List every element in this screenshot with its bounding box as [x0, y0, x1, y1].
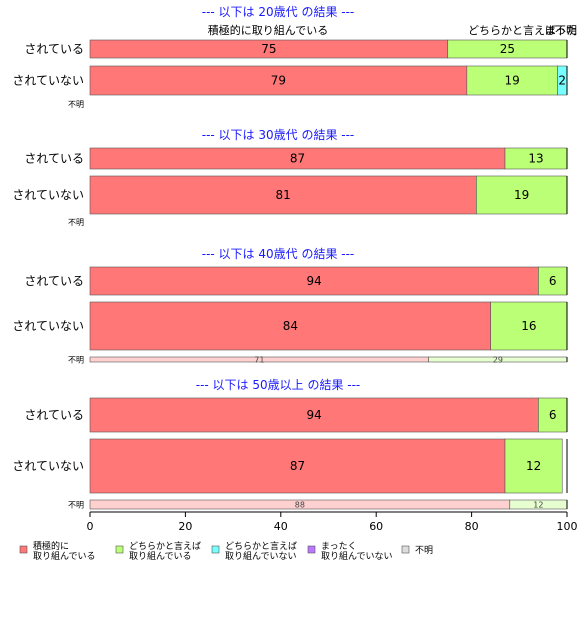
legend-label: 取り組んでいる	[129, 550, 192, 562]
data-label: 75	[261, 42, 276, 56]
row-label: されていない	[12, 188, 84, 202]
panel-title: --- 以下は 20歳代 の結果 ---	[202, 5, 355, 19]
data-label: 6	[549, 408, 557, 422]
data-label: 13	[528, 152, 543, 166]
bar-segment	[538, 266, 568, 296]
data-label: 6	[549, 274, 557, 288]
legend-label: まったく	[321, 541, 357, 552]
x-tick-label: 20	[178, 520, 192, 533]
data-label: 88	[295, 501, 305, 510]
bar-segment	[466, 65, 558, 96]
bar-segment	[89, 397, 539, 433]
data-label: 94	[307, 408, 322, 422]
row-label: されている	[24, 274, 84, 288]
data-label: 12	[526, 459, 541, 473]
row-label: されている	[24, 42, 84, 56]
row-label: されていない	[12, 319, 84, 333]
bar-segment	[89, 266, 539, 296]
data-label: 25	[500, 42, 515, 56]
bar-segment	[89, 65, 468, 96]
row-label: されている	[24, 152, 84, 166]
data-label: 19	[514, 188, 529, 202]
bar-segment	[504, 438, 563, 494]
legend-label: 不明	[415, 545, 433, 556]
data-label: 16	[521, 319, 536, 333]
x-tick-label: 80	[465, 520, 479, 533]
data-label: 12	[533, 501, 543, 510]
legend-label: どちらかと言えば	[225, 540, 297, 552]
row-label: されている	[24, 408, 84, 422]
row-label: 不明	[68, 218, 84, 227]
x-tick-label: 100	[557, 520, 578, 533]
data-label: 87	[290, 459, 305, 473]
data-label: 87	[290, 152, 305, 166]
row-label: 不明	[68, 100, 84, 109]
bar-segment	[476, 175, 568, 215]
row-label: 不明	[68, 501, 84, 510]
legend-swatch	[401, 545, 410, 554]
panel-title: --- 以下は 30歳代 の結果 ---	[202, 128, 355, 142]
row-label: されていない	[12, 74, 84, 88]
data-label: 84	[283, 319, 298, 333]
legend-label: 取り組んでいない	[225, 550, 297, 562]
data-label: 29	[493, 356, 503, 365]
row-label: 不明	[68, 356, 84, 365]
legend-label: 積極的に	[33, 540, 69, 552]
legend-label: どちらかと言えば	[129, 540, 201, 552]
legend-label: 取り組んでいない	[321, 550, 393, 562]
x-tick-label: 0	[87, 520, 94, 533]
header-label: 不明	[555, 24, 577, 37]
data-label: 94	[307, 274, 322, 288]
header-label: 積極的に取り組んでいる	[208, 23, 328, 37]
bar-segment	[490, 301, 568, 351]
header-label: まった	[545, 24, 578, 37]
data-label: 79	[271, 74, 286, 88]
data-label: 19	[505, 74, 520, 88]
header-label: どちらかと言えば	[468, 24, 556, 37]
legend-swatch	[211, 545, 220, 554]
data-label: 81	[276, 188, 291, 202]
panel-title: --- 以下は 40歳代 の結果 ---	[202, 247, 355, 261]
x-tick-label: 40	[274, 520, 288, 533]
panel-title: --- 以下は 50歳以上 の結果 ---	[196, 378, 361, 392]
x-tick-label: 60	[369, 520, 383, 533]
bar-segment	[89, 301, 491, 351]
data-label: 71	[254, 356, 264, 365]
data-label: 2	[558, 74, 566, 88]
legend-swatch	[19, 545, 28, 554]
row-label: されていない	[12, 459, 84, 473]
legend-swatch	[307, 545, 316, 554]
legend-label: 取り組んでいる	[33, 550, 96, 562]
bar-segment	[89, 438, 506, 494]
legend-swatch	[115, 545, 124, 554]
